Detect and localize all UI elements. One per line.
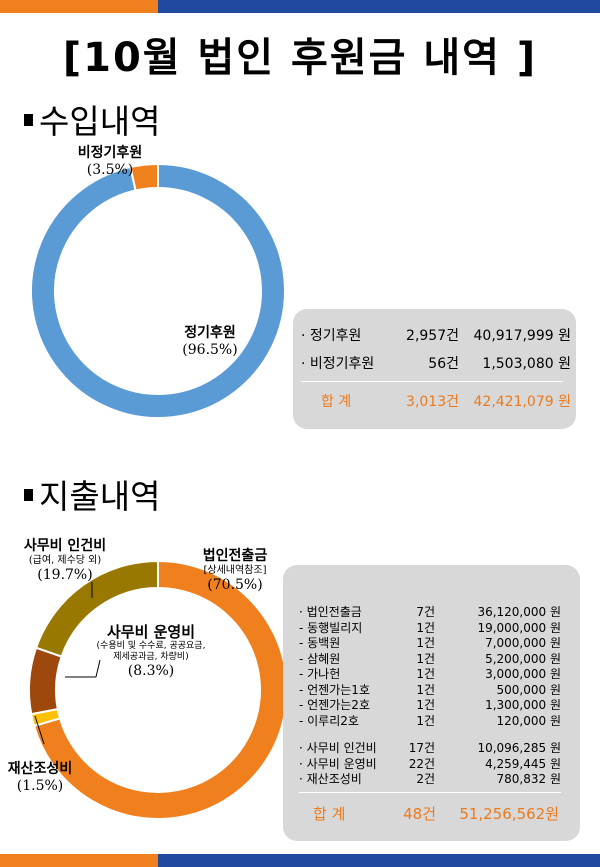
income-heading: 수입내역: [24, 95, 160, 143]
bullet-icon: [24, 488, 33, 501]
label-pct: (3.5%): [86, 162, 134, 178]
row-label: · 비정기후원: [301, 356, 375, 372]
expense-label-asset: 재산조성비 (1.5%): [0, 761, 80, 795]
row-amount: 780,832 원: [496, 772, 561, 786]
row-count: 22건: [408, 756, 435, 771]
income-heading-text: 수입내역: [39, 102, 161, 141]
label-name: 사무비 인건비: [23, 538, 107, 554]
income-label-irregular: 비정기후원 (3.5%): [50, 145, 170, 179]
row-amount: 1,503,080 원: [482, 356, 571, 372]
label-name: 정기후원: [184, 325, 236, 341]
row-label: · 법인전출금: [299, 605, 362, 619]
row-label: - 삼혜원: [299, 651, 341, 666]
row-amount: 500,000 원: [496, 682, 561, 697]
page-title: [10월 법인 후원금 내역 ]: [62, 35, 538, 81]
row-count: 1건: [416, 636, 435, 650]
row-label: · 재산조성비: [299, 772, 362, 786]
label-name: 법인전출금: [202, 548, 268, 564]
label-name: 사무비 운영비: [106, 623, 196, 641]
row-count: 1건: [416, 620, 435, 635]
total-amount: 51,256,562원: [459, 805, 559, 823]
expense-summary-box: · 법인전출금 7건 36,120,000 원 - 동행빌리지 1건 19,000,000…: [283, 565, 580, 841]
total-count: 3,013건: [406, 394, 459, 410]
label-pct: (8.3%): [127, 663, 175, 679]
row-count: 2,957건: [406, 328, 459, 344]
row-amount: 7,000,000 원: [485, 636, 561, 650]
row-amount: 4,259,445 원: [485, 756, 561, 771]
row-label: - 가나헌: [299, 667, 341, 681]
row-amount: 40,917,999 원: [473, 328, 572, 344]
row-label: · 사무비 운영비: [299, 756, 377, 771]
total-count: 48건: [403, 805, 436, 823]
row-count: 56건: [428, 356, 459, 372]
row-label: - 언젠가는2호: [299, 698, 370, 712]
label-sub: (급여, 제수당 외): [28, 555, 102, 566]
bullet-icon: [24, 113, 33, 126]
total-amount: 42,421,079 원: [473, 394, 572, 410]
row-label: · 정기후원: [301, 328, 362, 344]
label-sub: 제세공과금, 차량비): [113, 652, 189, 662]
row-amount: 3,000,000 원: [485, 667, 561, 681]
expense-label-staff: 사무비 인건비 (급여, 제수당 외) (19.7%): [0, 538, 130, 584]
label-name: 재산조성비: [7, 761, 73, 777]
expense-heading: 지출내역: [24, 470, 160, 518]
row-count: 7건: [416, 605, 435, 619]
row-amount: 5,200,000 원: [485, 651, 561, 666]
label-name: 비정기후원: [77, 145, 143, 161]
bottom-color-bar: [0, 854, 600, 867]
row-amount: 120,000 원: [496, 713, 561, 728]
row-label: · 사무비 인건비: [299, 741, 377, 755]
row-count: 2건: [416, 772, 435, 786]
label-pct: (19.7%): [37, 567, 93, 583]
row-amount: 19,000,000 원: [477, 620, 561, 635]
expense-label-ops: 사무비 운영비 (수용비 및 수수료, 공공요금, 제세공과금, 차량비) (8…: [76, 624, 226, 680]
expense-label-transfer: 법인전출금 [상세내역참조] (70.5%): [180, 548, 290, 594]
expense-heading-text: 지출내역: [39, 477, 161, 516]
row-label: - 이루리2호: [299, 713, 359, 728]
row-label: - 동백원: [299, 636, 341, 650]
divider: [301, 381, 563, 382]
label-pct: (96.5%): [182, 342, 238, 358]
row-label: - 동행빌리지: [299, 620, 363, 635]
row-count: 1건: [416, 651, 435, 666]
row-amount: 1,300,000 원: [485, 698, 561, 712]
label-sub: [상세내역참조]: [203, 565, 267, 576]
income-label-regular: 정기후원 (96.5%): [150, 325, 270, 359]
total-label: 합 계: [321, 394, 352, 410]
total-label: 합 계: [313, 805, 346, 823]
leader-line-asset: [34, 715, 45, 745]
row-count: 1건: [416, 713, 435, 728]
label-pct: (70.5%): [207, 577, 263, 593]
expense-slice-사무비-운영비: [28, 646, 63, 716]
label-sub: (수용비 및 수수료, 공공요금,: [96, 641, 206, 651]
top-color-bar: [0, 0, 600, 13]
row-amount: 10,096,285 원: [477, 741, 561, 755]
row-count: 1건: [416, 682, 435, 697]
row-count: 1건: [416, 667, 435, 681]
row-count: 17건: [408, 741, 435, 755]
label-pct: (1.5%): [16, 778, 64, 794]
row-amount: 36,120,000 원: [477, 605, 561, 619]
income-slice-정기후원: [30, 162, 286, 419]
row-label: - 언젠가는1호: [299, 682, 370, 697]
leader-line-ops-2: [95, 659, 101, 678]
divider: [299, 792, 561, 793]
row-count: 1건: [416, 698, 435, 712]
income-summary-box: · 정기후원 2,957건 40,917,999 원 · 비정기후원 56건 1…: [293, 309, 576, 429]
